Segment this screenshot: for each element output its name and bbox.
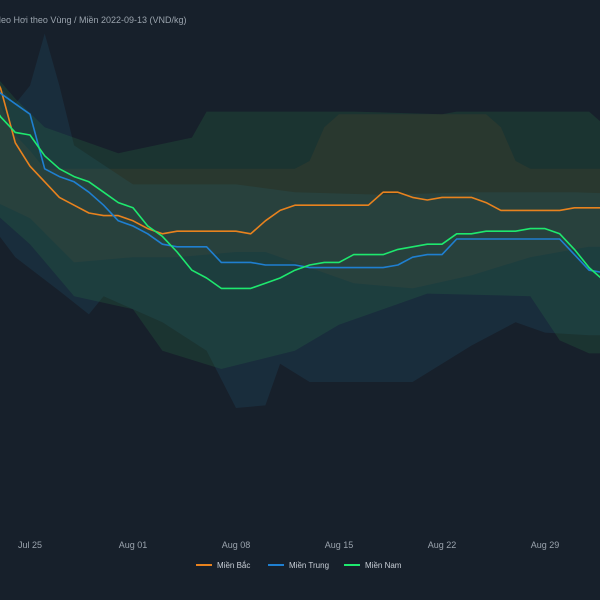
series-line-mien-bac[interactable] <box>0 54 600 235</box>
legend-item-mien-nam[interactable]: Miền Nam <box>344 561 402 570</box>
series-line-mien-nam[interactable] <box>0 93 600 291</box>
lines-layer <box>0 54 600 291</box>
chart-title: Giá Heo Hơi theo Vùng / Miền 2022-09-13 … <box>0 15 187 25</box>
x-tick-label: Aug 01 <box>119 540 148 550</box>
series-line-mien-trung[interactable] <box>0 78 600 273</box>
legend: Miền Bắc Miền Trung Miền Nam <box>196 561 402 570</box>
legend-label: Miền Trung <box>289 561 329 570</box>
x-tick-label: Aug 29 <box>531 540 560 550</box>
bands-layer <box>0 33 600 408</box>
band-mien-nam <box>0 81 600 369</box>
legend-item-mien-bac[interactable]: Miền Bắc <box>196 561 250 570</box>
legend-label: Miền Nam <box>365 561 402 570</box>
legend-label: Miền Bắc <box>217 561 250 570</box>
x-tick-label: Aug 15 <box>325 540 354 550</box>
band-mien-trung <box>0 33 600 408</box>
x-tick-label: Aug 08 <box>222 540 251 550</box>
legend-item-mien-trung[interactable]: Miền Trung <box>268 561 329 570</box>
band-mien-bac <box>0 105 600 289</box>
x-axis-ticks: Jul 25 Aug 01 Aug 08 Aug 15 Aug 22 Aug 29 <box>18 540 559 550</box>
x-tick-label: Aug 22 <box>428 540 457 550</box>
x-tick-label: Jul 25 <box>18 540 42 550</box>
